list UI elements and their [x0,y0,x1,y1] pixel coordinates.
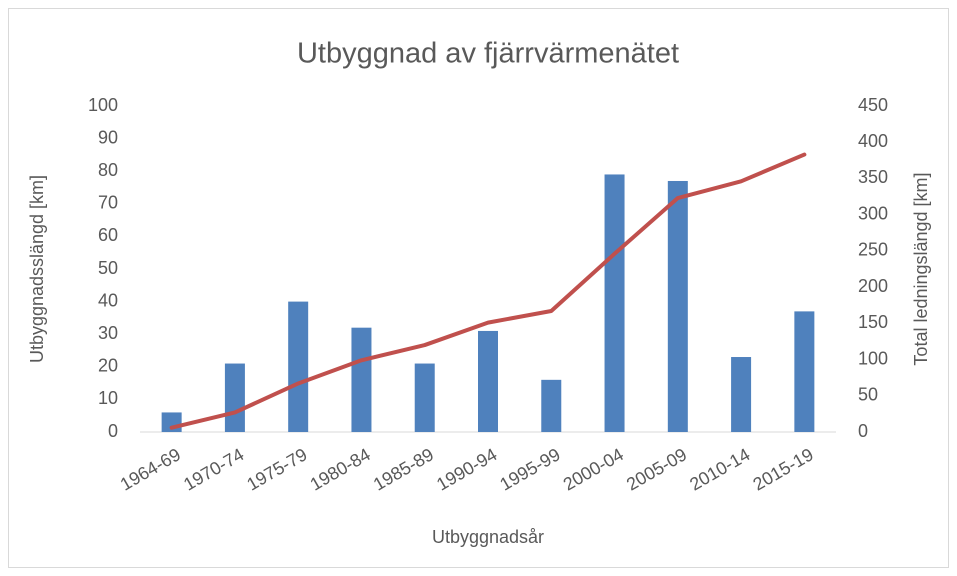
y2-tick-label: 450 [858,95,888,115]
y-tick-label: 40 [98,290,118,310]
y2-tick-label: 50 [858,385,878,405]
bar [224,363,245,432]
y2-tick-label: 150 [858,312,888,332]
bar [414,363,435,432]
bar [288,301,309,432]
y-tick-label: 10 [98,388,118,408]
chart-title: Utbyggnad av fjärrvärmenätet [297,38,679,70]
y-tick-label: 20 [98,356,118,376]
chart-border [8,8,949,568]
y-tick-label: 100 [88,95,118,115]
bar [667,180,688,432]
y2-tick-label: 350 [858,167,888,187]
y2-tick-label: 100 [858,348,888,368]
y-axis-label: Utbyggnadsslängd [km] [27,175,47,363]
bar [478,330,498,432]
y2-tick-label: 250 [858,240,888,260]
bar [731,357,752,432]
y-tick-label: 0 [108,421,118,441]
y2-tick-label: 0 [858,421,868,441]
y-tick-label: 60 [98,225,118,245]
y-tick-label: 80 [98,160,118,180]
bar [351,327,372,432]
y2-tick-label: 400 [858,131,888,151]
y-tick-label: 30 [98,323,118,343]
y-tick-label: 70 [98,193,118,213]
y-tick-label: 50 [98,258,118,278]
bar [604,174,625,432]
bar [794,311,815,432]
y2-axis-label: Total ledningslängd [km] [911,172,931,365]
y2-tick-label: 300 [858,203,888,223]
line [169,152,807,430]
y-tick-label: 90 [98,127,118,147]
bar [541,379,562,432]
x-axis-label: Utbyggnadsår [432,527,544,547]
y2-tick-label: 200 [858,276,888,296]
